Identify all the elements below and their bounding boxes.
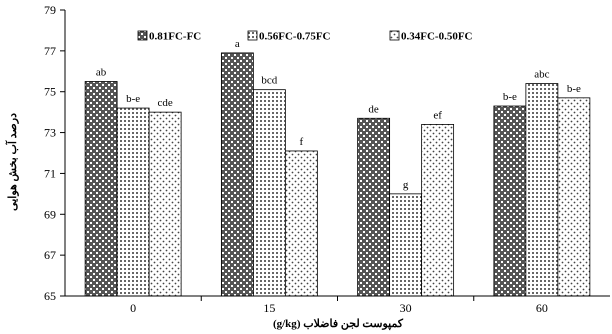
bar [84,81,118,297]
bar-significance-label: abc [534,69,549,81]
legend-label-2: 0.34FC-0.50FC [401,31,473,43]
y-tick-label: 75 [44,85,56,99]
x-tick-label: 30 [400,301,412,315]
legend-swatch-1 [247,30,258,41]
bar [389,193,423,297]
y-axis-title: درصد آب بخش هوایی [5,113,19,211]
bar-significance-label: ab [96,67,107,79]
y-tick-label: 77 [44,44,56,58]
y-tick-label: 71 [44,166,56,180]
bar-significance-label: a [235,38,240,50]
bar [357,117,391,297]
bar [557,97,591,297]
bar-significance-label: g [403,179,409,191]
legend-swatch-0 [137,30,148,41]
bar [220,52,254,297]
y-tick-label: 67 [44,248,56,262]
y-tick-label: 79 [44,3,56,17]
legend: 0.81FC-FC 0.56FC-0.75FC 0.34FC-0.50FC [137,30,473,43]
bar-significance-label: b-e [503,91,517,103]
bar [148,111,182,297]
x-axis-categories: 0 15 30 60 [130,296,548,315]
bar [252,89,286,297]
legend-label-0: 0.81FC-FC [149,31,201,43]
legend-swatch-2 [389,30,400,41]
y-tick-label: 69 [44,207,56,221]
x-axis-title: کمپوست لجن فاضلاب (g/kg) [273,318,404,330]
bar [493,105,527,297]
y-tick-label: 73 [44,126,56,140]
x-tick-label: 0 [130,301,136,315]
significance-labels: ab a de b-e b-e bcd g abc cde f ef b-e [96,38,581,191]
x-tick-label: 60 [536,301,548,315]
y-tick-label: 65 [44,289,56,303]
bar-significance-label: de [368,103,379,115]
bar-series [84,52,591,297]
y-axis-ticks: 65 67 69 71 73 75 77 79 [44,3,65,303]
bar-significance-label: cde [157,97,172,109]
legend-label-1: 0.56FC-0.75FC [259,31,331,43]
bar-significance-label: f [300,136,304,148]
bar [525,83,559,297]
bar-significance-label: b-e [567,83,581,95]
bar-significance-label: b-e [126,93,140,105]
x-tick-label: 15 [263,301,275,315]
bar [421,124,455,297]
bar-significance-label: bcd [261,75,277,87]
bar [116,107,150,297]
bar [284,150,318,297]
bar-significance-label: ef [433,109,442,121]
